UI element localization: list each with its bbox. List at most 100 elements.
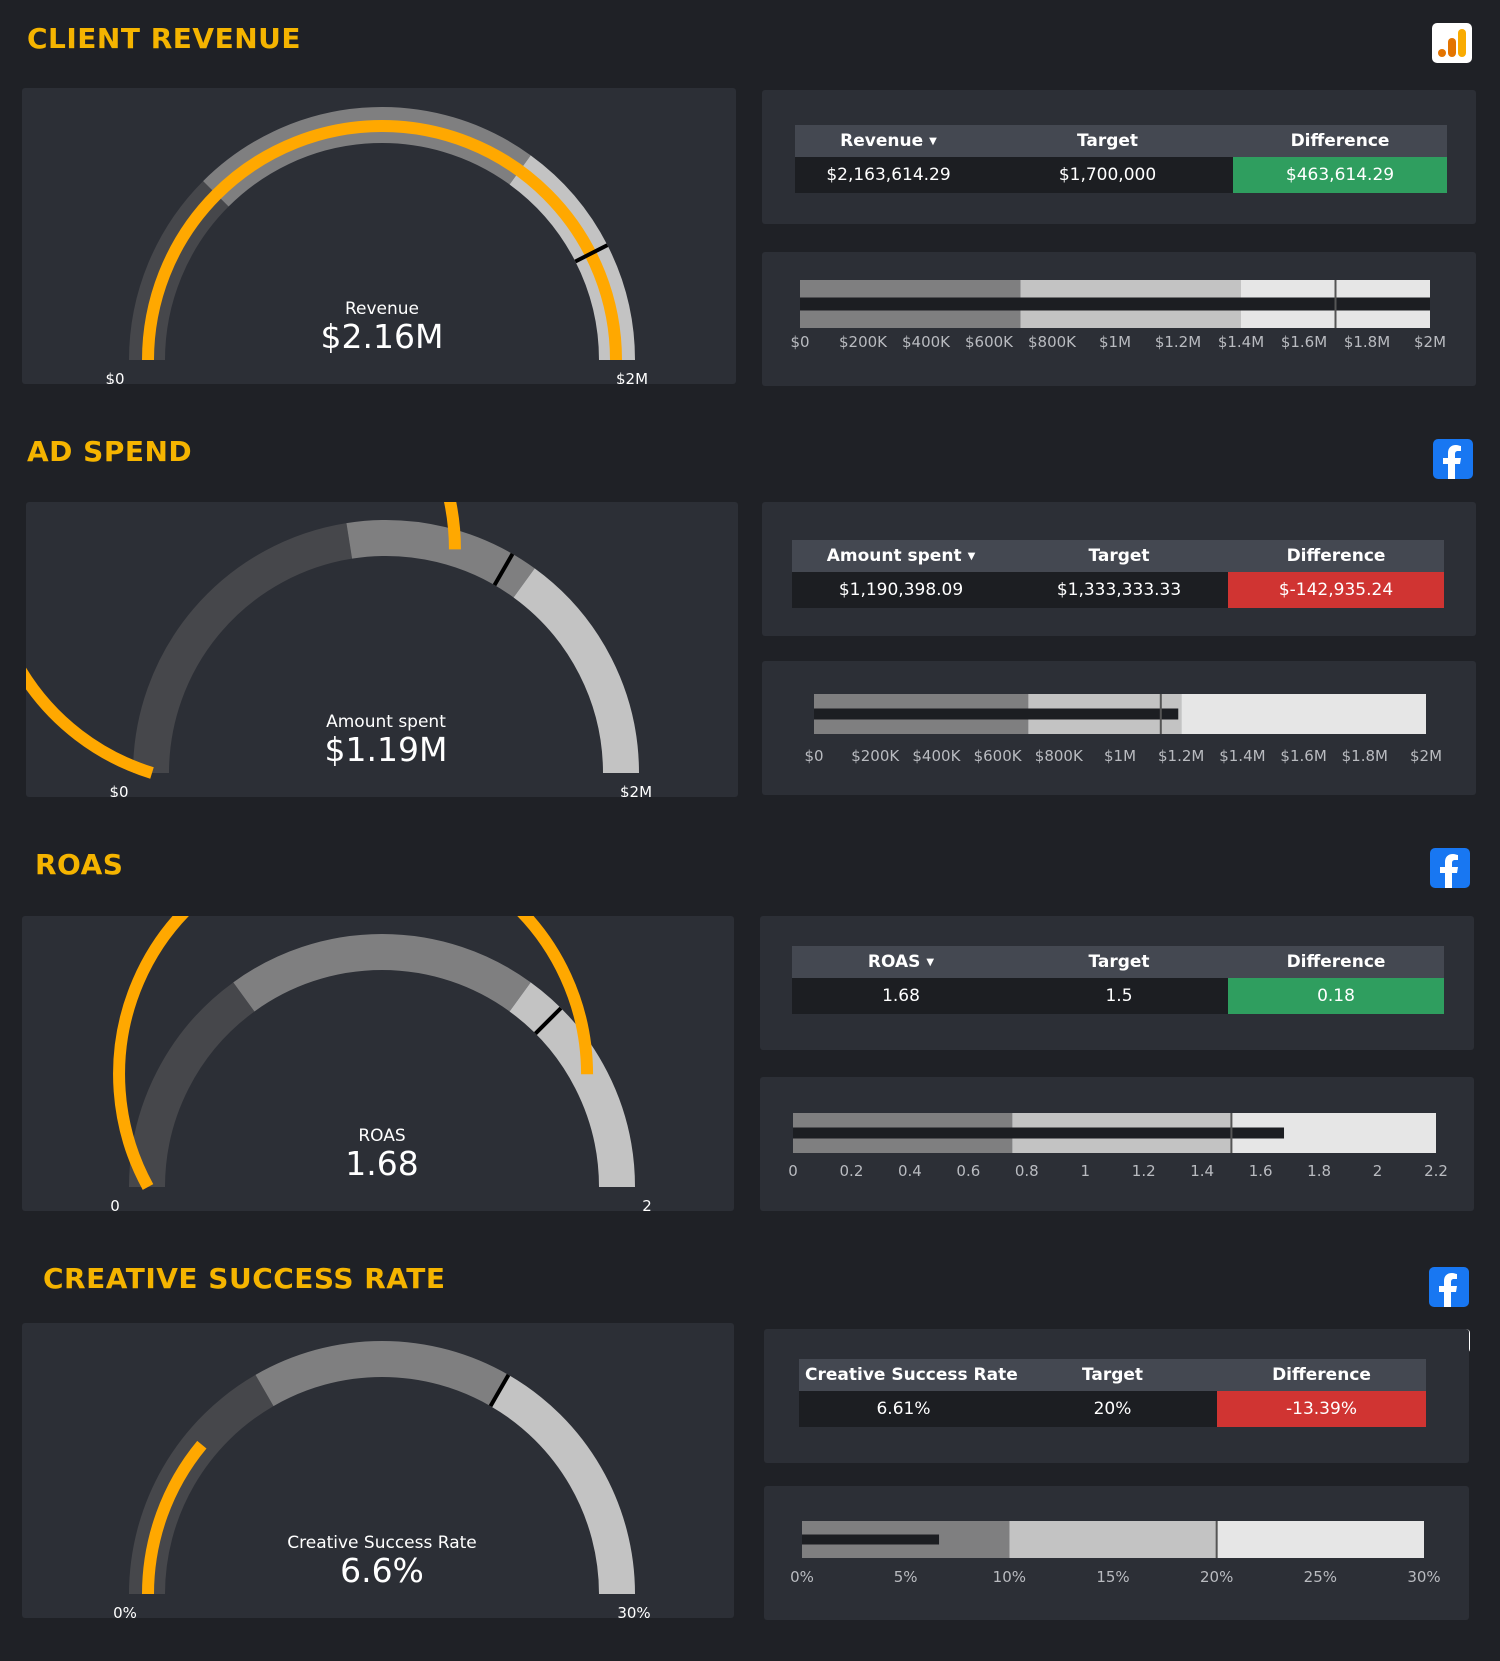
section-title-creative-success-rate: CREATIVE SUCCESS RATE: [43, 1262, 446, 1295]
bullet-value-bar: [802, 1534, 940, 1545]
gauge-chart-roas: ROAS 1.68 0 2: [110, 916, 652, 1211]
gauge-band-2: [346, 520, 535, 598]
gauge-metric-label: ROAS: [358, 1126, 405, 1146]
bullet-chart-roas: 0 0.2 0.4 0.6 0.8 1 1.2 1.4 1.6 1.8 2 2.2: [788, 1113, 1448, 1180]
bullet-tick-label: 0.8: [1015, 1162, 1039, 1180]
table-row: $2,163,614.29 $1,700,000 $463,614.29: [795, 157, 1447, 193]
gauge-chart-creative-success-rate: Creative Success Rate 6.6% 0% 30%: [113, 1341, 651, 1618]
table-panel-roas: ROAS ▼ Target Difference 1.68 1.5 0.18: [760, 916, 1474, 1050]
gauge-min-label: 0: [110, 1197, 120, 1211]
bullet-tick-label: 0.6: [956, 1162, 980, 1180]
column-header-metric[interactable]: Creative Success Rate: [799, 1359, 1018, 1391]
gauge-value-label: 1.68: [345, 1144, 418, 1183]
gauge-target-marker: [574, 243, 609, 264]
scorecard-table-amount-spent: Amount spent ▼ Target Difference $1,190,3…: [792, 540, 1444, 608]
column-header-target[interactable]: Target: [982, 125, 1233, 157]
bullet-tick-label: $1M: [1104, 747, 1136, 765]
bullet-tick-label: $1.6M: [1280, 747, 1326, 765]
bullet-tick-label: $800K: [1035, 747, 1084, 765]
gauge-max-label: 2: [642, 1197, 652, 1211]
gauge-panel-creative-success-rate: Creative Success Rate 6.6% 0% 30%: [22, 1323, 734, 1618]
table-panel-revenue: Revenue ▼ Target Difference $2,163,614.29…: [762, 90, 1476, 224]
bullet-value-bar: [814, 708, 1179, 720]
gauge-metric-label: Revenue: [345, 299, 419, 319]
bullet-value-bar: [800, 297, 1430, 311]
google-analytics-icon: [1432, 23, 1472, 63]
section-title-client-revenue: CLIENT REVENUE: [27, 22, 301, 55]
gauge-target-marker: [488, 1373, 511, 1408]
bullet-tick-label: $2M: [1410, 747, 1442, 765]
column-header-metric[interactable]: ROAS ▼: [792, 946, 1010, 978]
bullet-tick-label: $600K: [965, 333, 1014, 351]
column-header-metric[interactable]: Amount spent ▼: [792, 540, 1010, 572]
gauge-target-marker: [534, 1006, 563, 1035]
gauge-chart-amount-spent: Amount spent $1.19M $0 $2M: [26, 502, 652, 797]
bullet-tick-label: 10%: [993, 1568, 1026, 1586]
table-header-row: Amount spent ▼ Target Difference: [792, 540, 1444, 572]
gauge-max-label: $2M: [620, 783, 652, 797]
table-header-row: Creative Success Rate Target Difference: [799, 1359, 1426, 1391]
column-header-difference[interactable]: Difference: [1228, 946, 1444, 978]
gauge-min-label: $0: [109, 783, 128, 797]
target-value-cell: $1,333,333.33: [1010, 572, 1228, 608]
bullet-tick-label: 1.8: [1307, 1162, 1331, 1180]
bullet-panel-amount-spent: $0 $200K $400K $600K $800K $1M $1.2M $1.4M $1.6M…: [762, 661, 1476, 795]
bullet-tick-label: $2M: [1414, 333, 1446, 351]
column-header-difference[interactable]: Difference: [1233, 125, 1447, 157]
column-header-difference[interactable]: Difference: [1217, 1359, 1426, 1391]
bullet-tick-label: 0%: [790, 1568, 814, 1586]
bullet-tick-label: 15%: [1096, 1568, 1129, 1586]
difference-value-cell: $463,614.29: [1233, 157, 1447, 193]
table-row: 6.61% 20% -13.39%: [799, 1391, 1426, 1427]
bullet-tick-label: 2.2: [1424, 1162, 1448, 1180]
sort-caret-icon: ▼: [926, 956, 935, 968]
bullet-tick-label: 0: [788, 1162, 798, 1180]
metric-value-cell: 1.68: [792, 978, 1010, 1014]
section-title-ad-spend: AD SPEND: [27, 435, 193, 468]
difference-value-cell: 0.18: [1228, 978, 1444, 1014]
gauge-band-3: [490, 1374, 635, 1595]
bullet-tick-label: $0: [790, 333, 809, 351]
metric-value-cell: 6.61%: [799, 1391, 1008, 1427]
table-row: $1,190,398.09 $1,333,333.33 $-142,935.24: [792, 572, 1444, 608]
bullet-panel-roas: 0 0.2 0.4 0.6 0.8 1 1.2 1.4 1.6 1.8 2 2.2: [760, 1077, 1474, 1211]
column-header-target[interactable]: Target: [1010, 540, 1228, 572]
gauge-metric-label: Creative Success Rate: [287, 1533, 477, 1553]
table-row: 1.68 1.5 0.18: [792, 978, 1444, 1014]
bullet-tick-label: $200K: [851, 747, 900, 765]
gauge-target-marker: [492, 552, 515, 587]
bullet-band-2: [1009, 1521, 1217, 1558]
gauge-panel-amount-spent: Amount spent $1.19M $0 $2M: [26, 502, 738, 797]
gauge-value-label: 6.6%: [340, 1551, 424, 1590]
gauge-band-3: [509, 155, 635, 361]
gauge-chart-revenue: Revenue $2.16M $0 $2M: [105, 107, 648, 384]
bullet-value-bar: [793, 1127, 1285, 1139]
gauge-max-label: 30%: [617, 1604, 650, 1618]
table-header-row: ROAS ▼ Target Difference: [792, 946, 1444, 978]
sort-caret-icon: ▼: [967, 550, 976, 562]
column-header-difference[interactable]: Difference: [1228, 540, 1444, 572]
metric-value-cell: $1,190,398.09: [792, 572, 1010, 608]
section-title-roas: ROAS: [35, 848, 124, 881]
bullet-tick-label: $1.8M: [1342, 747, 1388, 765]
table-panel-amount-spent: Amount spent ▼ Target Difference $1,190,3…: [762, 502, 1476, 636]
bullet-panel-creative-success-rate: 0% 5% 10% 15% 20% 25% 30%: [764, 1486, 1469, 1620]
column-header-target[interactable]: Target: [1010, 946, 1228, 978]
bullet-panel-revenue: $0 $200K $400K $600K $800K $1M $1.2M $1.4M $1.6M…: [762, 252, 1476, 386]
gauge-band-1: [129, 982, 255, 1188]
facebook-icon: [1430, 848, 1470, 888]
bullet-tick-label: 25%: [1304, 1568, 1337, 1586]
difference-value-cell: $-142,935.24: [1228, 572, 1444, 608]
bullet-tick-label: $1.8M: [1344, 333, 1390, 351]
bullet-tick-label: 1.6: [1249, 1162, 1273, 1180]
bullet-tick-label: $1.2M: [1155, 333, 1201, 351]
bullet-chart-amount-spent: $0 $200K $400K $600K $800K $1M $1.2M $1.4M $1.6M…: [804, 694, 1442, 765]
scorecard-table-roas: ROAS ▼ Target Difference 1.68 1.5 0.18: [792, 946, 1444, 1014]
column-header-metric[interactable]: Revenue ▼: [795, 125, 982, 157]
target-value-cell: 1.5: [1010, 978, 1228, 1014]
metric-value-cell: $2,163,614.29: [795, 157, 982, 193]
column-header-target[interactable]: Target: [1008, 1359, 1217, 1391]
bullet-tick-label: $800K: [1028, 333, 1077, 351]
gauge-bands: [129, 934, 635, 1188]
gauge-value-label: $1.19M: [325, 730, 448, 769]
